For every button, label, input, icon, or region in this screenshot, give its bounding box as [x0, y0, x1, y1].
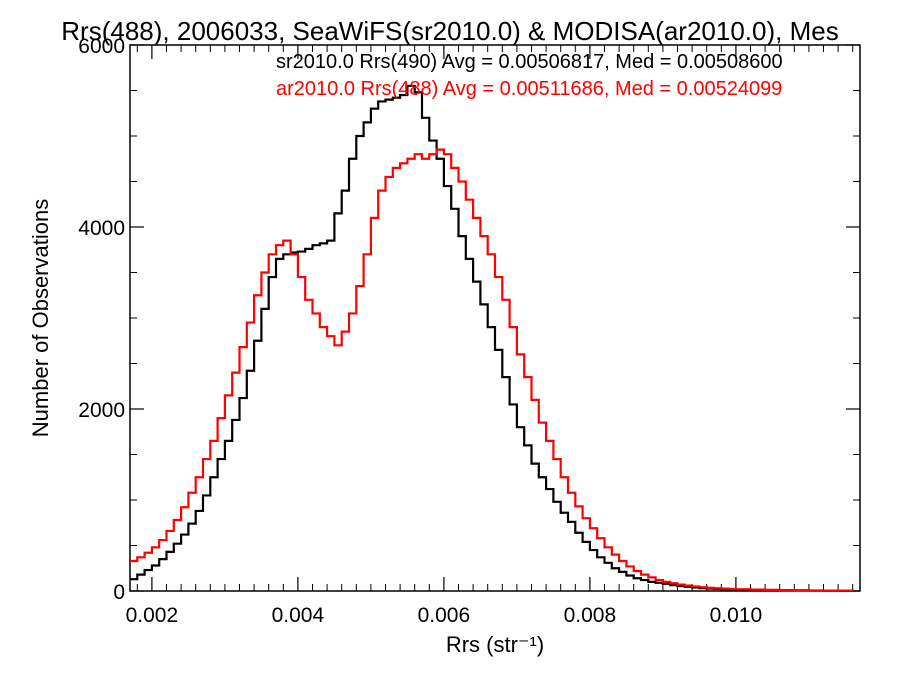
axis-tick-labels: 0.002 0.004 0.006 0.008 0.010 0 2000 4000 6000 [78, 35, 762, 627]
stats-annotation-sr2010: sr2010.0 Rrs(490) Avg = 0.00506817, Med … [276, 51, 783, 73]
x-axis-title: Rrs (str⁻¹) [446, 632, 544, 657]
axis-ticks [130, 44, 860, 592]
chart-title: Rrs(488), 2006033, SeaWiFS(sr2010.0) & M… [61, 16, 838, 46]
y-tick-label: 0 [113, 581, 125, 604]
x-tick-label: 0.002 [126, 604, 179, 627]
stats-annotation-ar2010: ar2010.0 Rrs(488) Avg = 0.00511686, Med … [276, 78, 782, 100]
y-tick-label: 6000 [78, 35, 125, 58]
series-layer [130, 84, 854, 592]
y-axis-title: Number of Observations [28, 199, 53, 437]
plot-frame [129, 44, 861, 592]
x-tick-label: 0.008 [564, 604, 617, 627]
y-tick-label: 2000 [78, 399, 125, 422]
x-tick-label: 0.004 [272, 604, 325, 627]
x-tick-label: 0.010 [710, 604, 763, 627]
x-tick-label: 0.006 [418, 604, 471, 627]
y-tick-label: 4000 [78, 217, 125, 240]
histogram-series-0 [130, 84, 854, 592]
histogram-series-1 [130, 148, 854, 592]
